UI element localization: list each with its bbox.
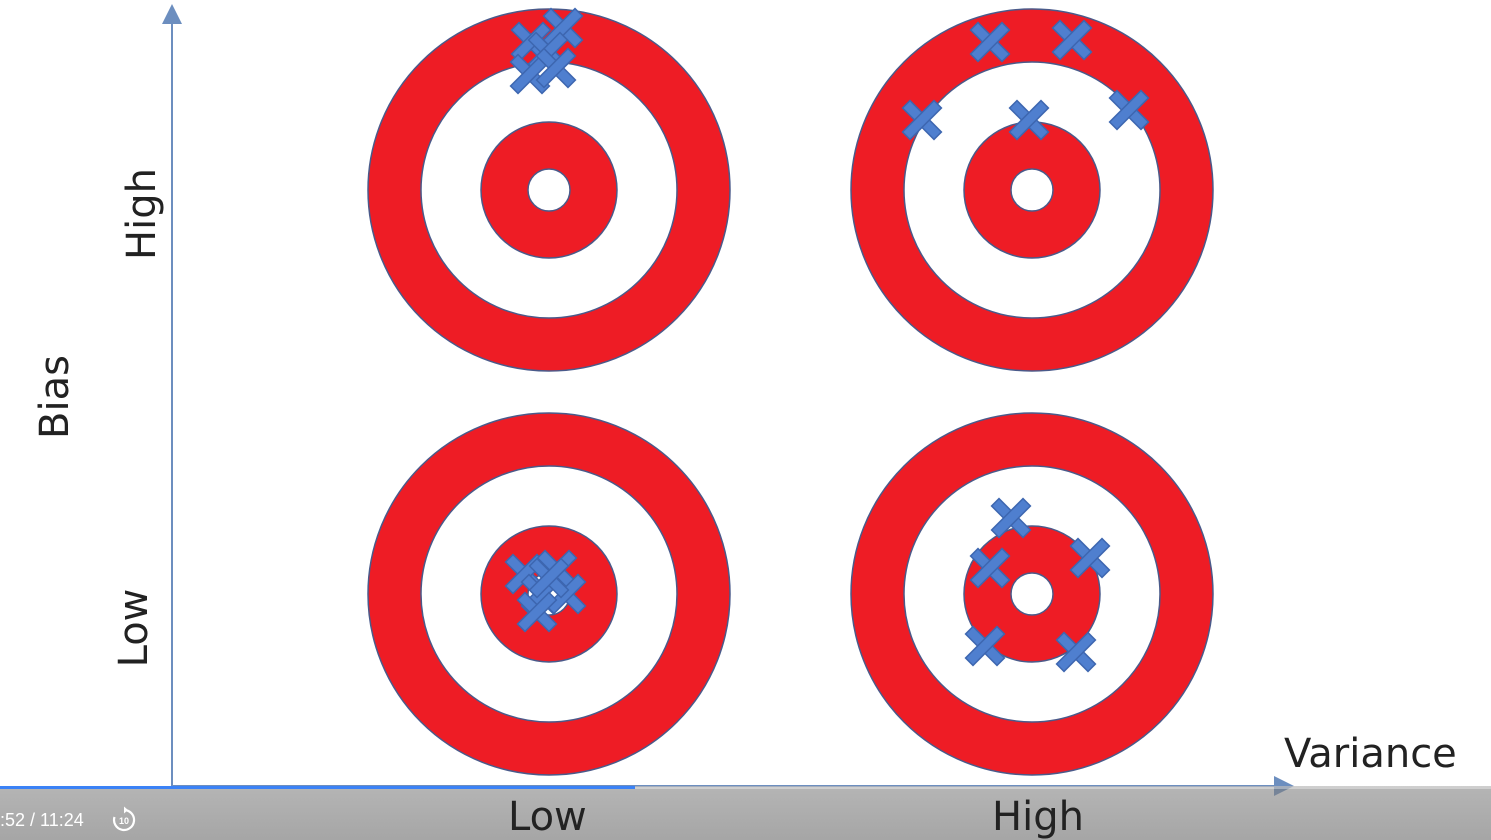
- bullseye: [1010, 572, 1054, 616]
- hit-marker: [1055, 631, 1097, 673]
- hit-marker: [1108, 89, 1150, 131]
- hit-marker: [516, 591, 558, 633]
- hit-marker: [1051, 19, 1093, 61]
- time-display: :52 / 11:24: [0, 810, 84, 830]
- hit-marker: [901, 99, 943, 141]
- progress-fill: [0, 786, 636, 789]
- hit-marker: [535, 47, 577, 89]
- target-high-bias-high-variance: [850, 8, 1214, 372]
- replay-10-label: 10: [119, 816, 129, 826]
- replay-10-icon: 10: [112, 806, 136, 832]
- x-axis-title: Variance: [1284, 731, 1457, 777]
- bullseye: [527, 168, 571, 212]
- target-low-bias-low-variance: [367, 412, 731, 776]
- hit-marker: [1069, 537, 1111, 579]
- replay-10-button[interactable]: 10: [110, 806, 138, 834]
- x-tick-low: Low: [508, 794, 587, 840]
- video-controls-bar: [0, 786, 1491, 840]
- x-tick-high: High: [992, 794, 1084, 840]
- target-high-bias-low-variance: [367, 7, 731, 372]
- hit-marker: [528, 557, 570, 599]
- y-tick-low: Low: [111, 588, 157, 668]
- hit-marker: [969, 547, 1011, 589]
- y-tick-high: High: [119, 168, 165, 260]
- progress-track[interactable]: [0, 786, 1491, 789]
- hit-marker: [964, 625, 1006, 667]
- hit-marker: [969, 21, 1011, 63]
- target-low-bias-high-variance: [850, 412, 1214, 776]
- y-axis-title: Bias: [32, 355, 78, 439]
- bullseye: [1010, 168, 1054, 212]
- hit-marker: [1008, 99, 1050, 141]
- hit-marker: [542, 7, 584, 49]
- hit-marker: [990, 497, 1032, 539]
